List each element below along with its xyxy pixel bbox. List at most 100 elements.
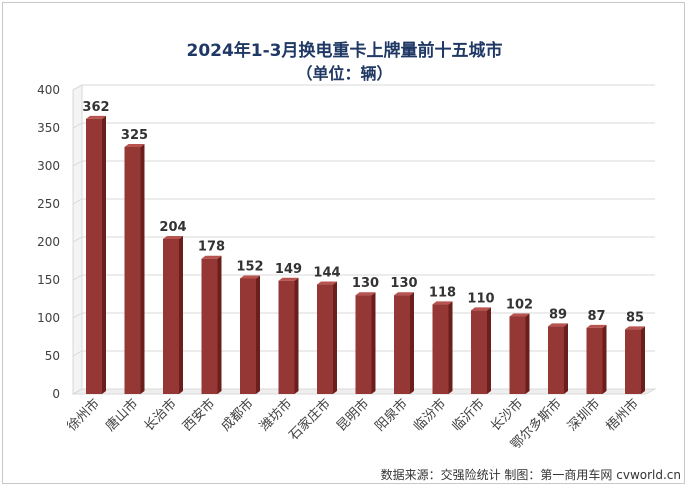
bar-side: [525, 313, 530, 394]
x-tick-label: 临汾市: [410, 396, 449, 435]
bar-front: [124, 147, 141, 394]
bar-side: [641, 326, 645, 394]
bar-front: [432, 304, 449, 394]
bar-top: [586, 324, 607, 328]
data-label: 102: [506, 297, 533, 312]
x-tick-label: 长治市: [141, 396, 180, 435]
data-label: 130: [390, 276, 417, 291]
data-label: 204: [159, 220, 186, 235]
data-label: 362: [82, 100, 109, 115]
x-tick-label: 石家庄市: [286, 396, 334, 444]
x-tick-label: 阳泉市: [372, 396, 411, 435]
data-label: 110: [467, 291, 494, 306]
x-tick-label: 昆明市: [333, 396, 372, 435]
bar-top: [471, 307, 491, 311]
x-tick-label: 西安市: [179, 396, 218, 435]
chart-frame: [2, 2, 685, 484]
bar-front: [86, 118, 102, 394]
bar-front: [240, 278, 256, 394]
bar-side: [140, 144, 145, 394]
x-tick-label: 临沂市: [449, 396, 488, 435]
y-tick-label: 300: [37, 159, 60, 173]
y-tick-label: 200: [37, 235, 60, 249]
bar-side: [564, 323, 568, 394]
gridline-side: [72, 198, 83, 205]
bar: [163, 235, 183, 394]
bar-side: [102, 115, 106, 394]
bar-front: [317, 284, 333, 394]
bar-front: [625, 329, 641, 394]
gridline-side: [72, 388, 83, 395]
bar-front: [586, 327, 603, 394]
bar-top: [240, 275, 260, 279]
gridline-side: [72, 274, 83, 281]
bar: [86, 115, 106, 394]
bar-top: [201, 255, 222, 259]
x-tick-label: 徐州市: [64, 396, 103, 435]
bar: [586, 324, 607, 394]
gridline-side: [72, 350, 83, 357]
bar: [548, 323, 568, 394]
gridline-side: [72, 236, 83, 243]
bar: [471, 307, 491, 394]
data-label: 85: [626, 310, 644, 325]
gridline-side: [72, 122, 83, 129]
bar-top: [124, 144, 145, 147]
bar-top: [432, 301, 453, 305]
bar-top: [86, 115, 106, 119]
data-label: 144: [313, 266, 340, 281]
data-label: 149: [275, 262, 302, 277]
bar: [625, 326, 645, 394]
data-label: 130: [352, 276, 379, 291]
bar: [317, 281, 337, 394]
bar-front: [548, 326, 564, 394]
x-tick-label: 唐山市: [102, 396, 141, 435]
bar: [509, 313, 530, 394]
x-tick-label: 梧州市: [603, 396, 642, 435]
bar: [201, 255, 222, 394]
bar-top: [278, 277, 299, 281]
bar-side: [256, 275, 260, 394]
bar: [394, 292, 414, 394]
bar: [355, 292, 376, 394]
bar-top: [355, 292, 376, 296]
y-tick-label: 350: [37, 121, 60, 135]
bar: [240, 275, 260, 394]
source-note: 数据来源：交强险统计 制图：第一商用车网 cvworld.cn: [380, 468, 681, 482]
x-tick-label: 成都市: [218, 396, 257, 435]
bar: [124, 144, 145, 394]
y-tick-label: 50: [45, 349, 60, 363]
bar: [278, 277, 299, 394]
data-label: 118: [429, 285, 456, 300]
bar-top: [394, 292, 414, 296]
chart-title: 2024年1-3月换电重卡上牌量前十五城市: [186, 41, 503, 61]
bar-top: [509, 313, 530, 317]
bar-front: [471, 310, 487, 394]
bar-top: [163, 235, 183, 239]
y-tick-label: 100: [37, 311, 60, 325]
bar-side: [179, 235, 183, 394]
gridline-side: [72, 84, 83, 91]
y-tick-label: 150: [37, 273, 60, 287]
bar-side: [602, 324, 607, 394]
y-tick-label: 250: [37, 197, 60, 211]
x-tick-label: 深圳市: [564, 396, 603, 435]
bar-side: [294, 277, 299, 394]
chart-subtitle: （单位：辆）: [296, 64, 393, 83]
gridline-side: [72, 312, 83, 319]
gridline-side: [72, 160, 83, 167]
data-label: 178: [198, 240, 225, 255]
data-label: 325: [121, 128, 148, 143]
bar-front: [201, 258, 218, 394]
bar-side: [410, 292, 414, 394]
bar-top: [548, 323, 568, 327]
bar-side: [217, 255, 222, 394]
bar-top: [625, 326, 645, 330]
bar-front: [163, 238, 179, 394]
y-tick-label: 0: [52, 387, 60, 401]
bar-side: [333, 281, 337, 394]
bar-front: [509, 316, 526, 394]
bar-front: [394, 295, 410, 394]
bar-top: [317, 281, 337, 285]
